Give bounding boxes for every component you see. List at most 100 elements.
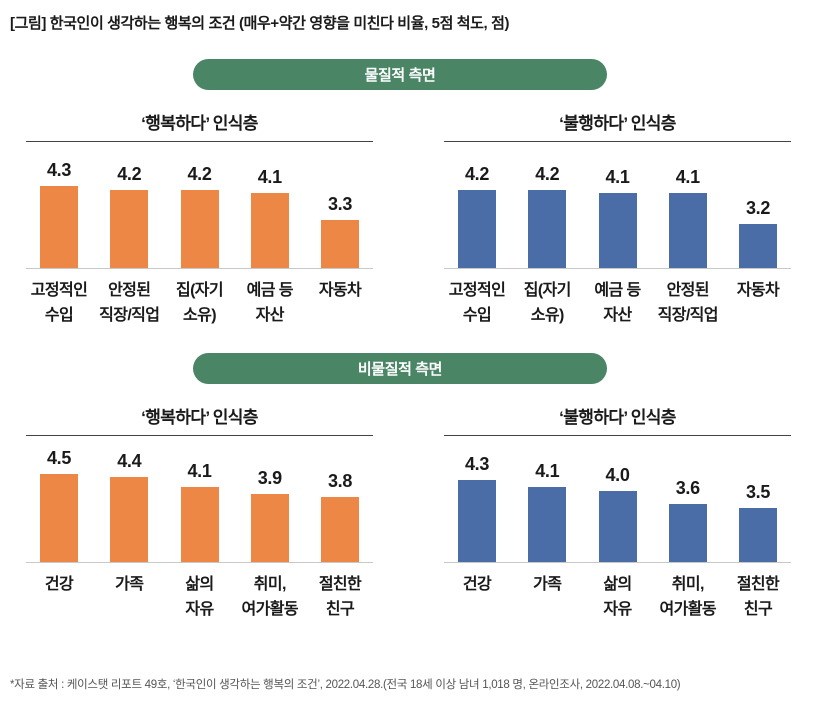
bar xyxy=(180,189,219,268)
charts-row: ‘행복하다’ 인식층 4.5 4.4 4.1 3.9 3.8 건강 가족 삶의 자유 취… xyxy=(0,407,835,622)
category-label: 건강 xyxy=(462,576,492,593)
bar xyxy=(458,480,496,562)
category-label: 삶의 자유 xyxy=(185,576,214,618)
bar-chart: ‘불행하다’ 인식층 4.3 4.1 4.0 3.6 3.5 건강 가족 삶의 자유 취… xyxy=(444,407,791,622)
bar-value: 3.3 xyxy=(327,194,353,215)
bars: 4.2 4.2 4.1 4.1 3.2 xyxy=(444,142,791,269)
bar xyxy=(668,193,707,268)
bar-value: 4.2 xyxy=(464,163,490,184)
bar-column: 4.1 xyxy=(655,167,721,268)
bar-column: 3.6 xyxy=(655,478,721,562)
bar xyxy=(598,490,637,562)
chart-sections: 물질적 측면 ‘행복하다’ 인식층 4.3 4.2 4.2 4.1 3.3 고정… xyxy=(0,59,835,622)
bar-column: 4.2 xyxy=(444,164,510,268)
category-label: 고정적인 수입 xyxy=(448,282,506,324)
bar xyxy=(598,193,637,268)
category-label: 절친한 친구 xyxy=(736,576,780,618)
bar-column: 3.8 xyxy=(307,471,373,562)
category-label: 자동차 xyxy=(318,282,362,299)
bar-value: 4.3 xyxy=(464,454,490,475)
bar-value: 4.1 xyxy=(535,461,560,482)
chart-title: ‘불행하다’ 인식층 xyxy=(444,407,791,436)
bar xyxy=(668,504,707,562)
bar-column: 4.0 xyxy=(585,465,651,562)
category-label: 가족 xyxy=(115,576,144,593)
bar-value: 3.2 xyxy=(745,197,771,218)
bar xyxy=(528,189,567,268)
bar-value: 3.8 xyxy=(327,471,353,492)
bar xyxy=(321,497,359,562)
category-labels: 고정적인 수입 안정된 직장/직업 집(자기 소유) 예금 등 자산 자동차 xyxy=(26,278,373,328)
category-label: 예금 등 자산 xyxy=(246,282,294,324)
bar-column: 4.1 xyxy=(237,167,303,268)
bar-column: 4.1 xyxy=(167,461,233,562)
bar-column: 4.3 xyxy=(26,160,92,268)
bar-value: 3.5 xyxy=(745,481,771,502)
bar xyxy=(40,186,78,268)
charts-row: ‘행복하다’ 인식층 4.3 4.2 4.2 4.1 3.3 고정적인 수입 안정된… xyxy=(0,113,835,328)
bar xyxy=(458,189,496,268)
figure-title: [그림] 한국인이 생각하는 행복의 조건 (매우+약간 영향을 미친다 비율,… xyxy=(10,15,510,32)
bar-value: 4.1 xyxy=(605,167,630,188)
chart-title: ‘행복하다’ 인식층 xyxy=(26,407,373,436)
bar-value: 4.4 xyxy=(117,451,142,471)
bar xyxy=(739,223,777,268)
bar xyxy=(40,473,78,562)
bar-value: 4.3 xyxy=(46,160,72,181)
category-label: 취미, 여가활동 xyxy=(241,576,299,618)
category-labels: 건강 가족 삶의 자유 취미, 여가활동 절친한 친구 xyxy=(444,572,791,622)
bar xyxy=(250,193,289,268)
category-label: 안정된 직장/직업 xyxy=(657,282,719,324)
bar-column: 4.4 xyxy=(96,451,162,562)
category-label: 집(자기 소유) xyxy=(175,282,224,324)
category-labels: 건강 가족 삶의 자유 취미, 여가활동 절친한 친구 xyxy=(26,572,373,622)
bar-column: 4.3 xyxy=(444,454,510,562)
chart-section: 물질적 측면 ‘행복하다’ 인식층 4.3 4.2 4.2 4.1 3.3 고정… xyxy=(0,59,835,328)
bars: 4.3 4.2 4.2 4.1 3.3 xyxy=(26,142,373,269)
bar-column: 4.2 xyxy=(96,164,162,268)
section-pill: 비물질적 측면 xyxy=(193,353,607,384)
bar-column: 3.5 xyxy=(725,482,791,562)
bar xyxy=(250,494,289,562)
section-pill-label: 물질적 측면 xyxy=(364,67,436,84)
category-label: 건강 xyxy=(44,576,74,593)
bar xyxy=(321,220,359,268)
bar-value: 4.2 xyxy=(535,163,560,184)
category-label: 가족 xyxy=(533,576,562,593)
bar-column: 3.3 xyxy=(307,194,373,268)
bar-column: 4.1 xyxy=(514,461,580,562)
chart-title: ‘불행하다’ 인식층 xyxy=(444,113,791,142)
bar-column: 4.2 xyxy=(514,164,580,268)
category-label: 자동차 xyxy=(736,282,780,299)
bar-chart: ‘행복하다’ 인식층 4.5 4.4 4.1 3.9 3.8 건강 가족 삶의 자유 취… xyxy=(26,407,373,622)
bar-column: 3.2 xyxy=(725,198,791,268)
bar-value: 4.2 xyxy=(117,163,142,184)
bar xyxy=(110,189,149,268)
bar-column: 4.1 xyxy=(585,167,651,268)
category-label: 예금 등 자산 xyxy=(594,282,641,324)
bars: 4.5 4.4 4.1 3.9 3.8 xyxy=(26,436,373,563)
section-pill: 물질적 측면 xyxy=(193,59,607,90)
bar-value: 4.2 xyxy=(187,163,212,184)
bar-column: 4.5 xyxy=(26,448,92,562)
bar xyxy=(739,507,777,562)
category-labels: 고정적인 수입 집(자기 소유) 예금 등 자산 안정된 직장/직업 자동차 xyxy=(444,278,791,328)
bar-column: 3.9 xyxy=(237,468,303,562)
category-label: 안정된 직장/직업 xyxy=(99,282,160,324)
chart-section: 비물질적 측면 ‘행복하다’ 인식층 4.5 4.4 4.1 3.9 3.8 건… xyxy=(0,353,835,622)
category-label: 삶의 자유 xyxy=(603,576,632,618)
source-note: *자료 출처 : 케이스탯 리포트 49호, ‘한국인이 생각하는 행복의 조건… xyxy=(10,679,681,691)
bar-value: 4.0 xyxy=(605,464,630,485)
bar-value: 4.1 xyxy=(257,167,282,188)
bar-value: 4.1 xyxy=(187,461,212,482)
bars: 4.3 4.1 4.0 3.6 3.5 xyxy=(444,436,791,563)
bar-value: 4.1 xyxy=(675,167,700,188)
category-label: 취미, 여가활동 xyxy=(659,576,717,618)
category-label: 집(자기 소유) xyxy=(523,282,572,324)
chart-title: ‘행복하다’ 인식층 xyxy=(26,113,373,142)
bar-value: 3.6 xyxy=(675,478,700,499)
bar-value: 3.9 xyxy=(257,468,282,488)
bar xyxy=(110,477,149,562)
bar-value: 4.5 xyxy=(46,447,72,468)
